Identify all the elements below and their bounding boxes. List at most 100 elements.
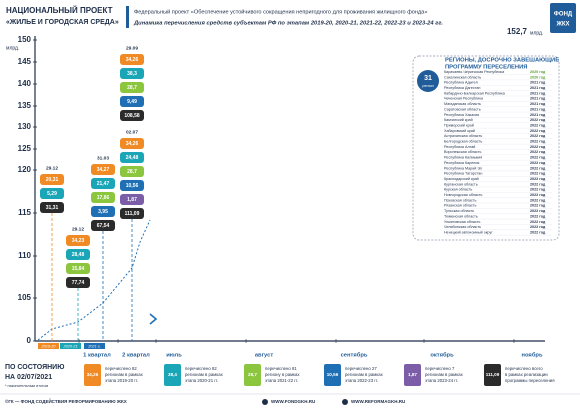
- pill-value: 111,09: [125, 211, 140, 217]
- value-pill: [120, 68, 144, 79]
- value-pill: [120, 208, 144, 219]
- legend-text: перечислено 82: [185, 366, 217, 371]
- value-pill: [66, 263, 90, 274]
- region-year: 2022 год: [530, 209, 546, 213]
- region-year: 2022 год: [530, 220, 546, 224]
- region-name: Астраханская область: [444, 134, 482, 138]
- pill-value: 20,31: [46, 177, 59, 183]
- subtitle: Динамика перечисления средств субъектам …: [133, 20, 443, 27]
- region-count-unit: регион: [422, 84, 433, 88]
- column-date: 02.07: [126, 129, 138, 135]
- region-year: 2021 год: [530, 97, 546, 101]
- region-name: Республика Калмыкия: [444, 156, 482, 160]
- region-count: 31: [424, 75, 432, 82]
- legend-text: регионам в рамках: [425, 372, 464, 377]
- legend-text: перечислено всего: [505, 366, 543, 371]
- value-pill: [91, 178, 115, 189]
- status-label: ПО СОСТОЯНИЮ: [5, 364, 64, 371]
- period-label: 2021 г.: [87, 345, 100, 349]
- x-label: сентябрь: [341, 352, 368, 359]
- region-name: Тюменская область: [444, 214, 478, 218]
- y-tick-label: 145: [18, 57, 32, 66]
- region-year: 2022 год: [530, 198, 546, 202]
- pill-value: 5,29: [47, 191, 57, 197]
- site[interactable]: WWW.REFORMAGKH.RU: [351, 399, 405, 404]
- region-year: 2022 год: [530, 150, 546, 154]
- legend-text: регионам в рамках: [105, 372, 144, 377]
- value-pill: [120, 180, 144, 191]
- status-date: НА 02/07/2021: [5, 374, 52, 381]
- region-year: 2021 год: [530, 102, 546, 106]
- y-tick-label: 110: [18, 251, 31, 260]
- period-label: 2020-21: [63, 345, 78, 349]
- y-tick-label: 135: [18, 101, 32, 110]
- y-tick-label: 105: [18, 293, 32, 302]
- legend-text: программы переселения: [505, 378, 555, 383]
- region-year: 2022 год: [530, 188, 546, 192]
- value-pill: [40, 202, 64, 213]
- region-year: 2022 год: [530, 172, 546, 176]
- site[interactable]: WWW.FONDGKH.RU: [271, 399, 315, 404]
- region-name: Республика Татарстан: [444, 172, 482, 176]
- region-name: Чеченская Республика: [444, 97, 484, 101]
- region-year: 2022 год: [530, 134, 546, 138]
- count-circle: [417, 70, 439, 92]
- x-label: ноябрь: [521, 352, 542, 359]
- y-tick-label: 140: [18, 79, 32, 88]
- value-pill: [40, 188, 64, 199]
- region-year: 2021 год: [530, 91, 546, 95]
- legend-text: этапа 2019-20 гг.: [105, 378, 138, 383]
- region-name: Рязанская область: [444, 204, 476, 208]
- region-name: Карачаево-Черкесская Республика: [444, 70, 505, 74]
- pill-value: 34,23: [72, 238, 85, 244]
- legend-value: 38,4: [168, 372, 177, 377]
- legend-text: регионам в рамках: [345, 372, 384, 377]
- region-year: 2021 год: [530, 107, 546, 111]
- total: 152,7: [507, 27, 528, 36]
- region-year: 2022 год: [530, 156, 546, 160]
- legend-text: региону в рамках: [265, 372, 300, 377]
- region-name: Псковская область: [444, 198, 476, 202]
- region-year: 2022 год: [530, 161, 546, 165]
- copyright: ©ГК — ФОНД СОДЕЙСТВИЯ РЕФОРМИРОВАНИЮ ЖКХ: [5, 397, 127, 404]
- column-date: 29.09: [126, 45, 138, 51]
- value-pill: [66, 277, 90, 288]
- pill-value: 28,48: [72, 252, 85, 258]
- pill-value: 34,26: [126, 141, 139, 147]
- value-pill: [120, 82, 144, 93]
- regions-title: РЕГИОНЫ, ДОСРОЧНО ЗАВЕШАЮЩИЕ: [445, 58, 559, 64]
- pill-value: 9,49: [127, 99, 137, 105]
- legend-swatch: [244, 364, 261, 386]
- total-unit: млрд.: [530, 30, 543, 36]
- region-name: Ульяновская область: [444, 220, 481, 224]
- value-pill: [91, 164, 115, 175]
- logo-text: ФОНД: [554, 12, 573, 18]
- pill-value: 24,48: [126, 155, 139, 161]
- region-name: Республика Марий Эл: [444, 166, 482, 170]
- region-year: 2022 год: [530, 123, 546, 127]
- region-year: 2022 год: [530, 230, 546, 234]
- project-name: «ЖИЛЬЕ И ГОРОДСКАЯ СРЕДА»: [6, 19, 119, 26]
- pill-value: 15,84: [72, 266, 85, 272]
- arrow: [149, 313, 158, 325]
- region-year: 2022 год: [530, 166, 546, 170]
- region-name: Ненецкий автономный округ: [444, 230, 493, 234]
- value-pill: [120, 110, 144, 121]
- region-name: Воронежская область: [444, 150, 481, 154]
- legend-text: этапа 2020-21 гг.: [185, 378, 218, 383]
- region-year: 2022 год: [530, 145, 546, 149]
- value-pill: [120, 96, 144, 107]
- legend-value: 34,26: [87, 372, 99, 377]
- region-year: 2022 год: [530, 118, 546, 122]
- period-band: [84, 343, 105, 349]
- value-pill: [91, 220, 115, 231]
- column-date: 31.03: [97, 155, 109, 161]
- region-year: 2022 год: [530, 214, 546, 218]
- region-year: 2022 год: [530, 177, 546, 181]
- column-date: 29.12: [46, 165, 58, 171]
- status-note: * накопительным итогом: [5, 384, 48, 388]
- region-name: Белгородская область: [444, 140, 482, 144]
- federal-project: Федеральный проект «Обеспечение устойчив…: [134, 8, 427, 15]
